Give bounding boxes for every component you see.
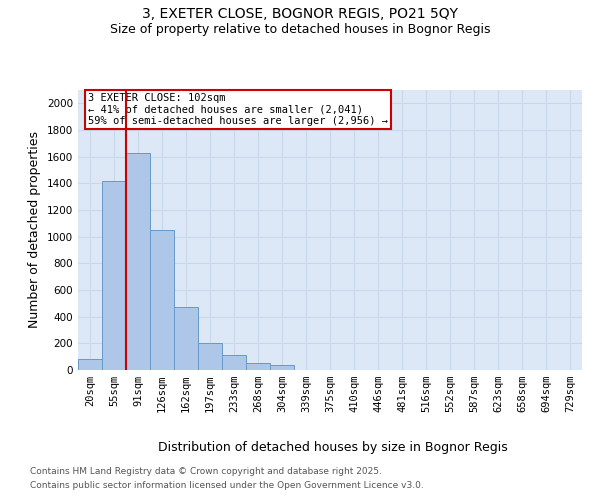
Y-axis label: Number of detached properties: Number of detached properties (28, 132, 41, 328)
Bar (78, 360, 102, 370)
Bar (102, 180, 126, 370)
Bar (150, 230, 174, 370)
Bar (126, 152, 150, 370)
Text: Contains HM Land Registry data © Crown copyright and database right 2025.: Contains HM Land Registry data © Crown c… (30, 467, 382, 476)
Text: Size of property relative to detached houses in Bognor Regis: Size of property relative to detached ho… (110, 22, 490, 36)
Bar (246, 362, 270, 370)
Text: 3 EXETER CLOSE: 102sqm
← 41% of detached houses are smaller (2,041)
59% of semi-: 3 EXETER CLOSE: 102sqm ← 41% of detached… (88, 93, 388, 126)
Text: Contains public sector information licensed under the Open Government Licence v3: Contains public sector information licen… (30, 481, 424, 490)
Bar (174, 308, 198, 370)
Bar (222, 354, 246, 370)
Text: 3, EXETER CLOSE, BOGNOR REGIS, PO21 5QY: 3, EXETER CLOSE, BOGNOR REGIS, PO21 5QY (142, 8, 458, 22)
Bar (198, 344, 222, 370)
Bar (270, 364, 294, 370)
Text: Distribution of detached houses by size in Bognor Regis: Distribution of detached houses by size … (158, 441, 508, 454)
